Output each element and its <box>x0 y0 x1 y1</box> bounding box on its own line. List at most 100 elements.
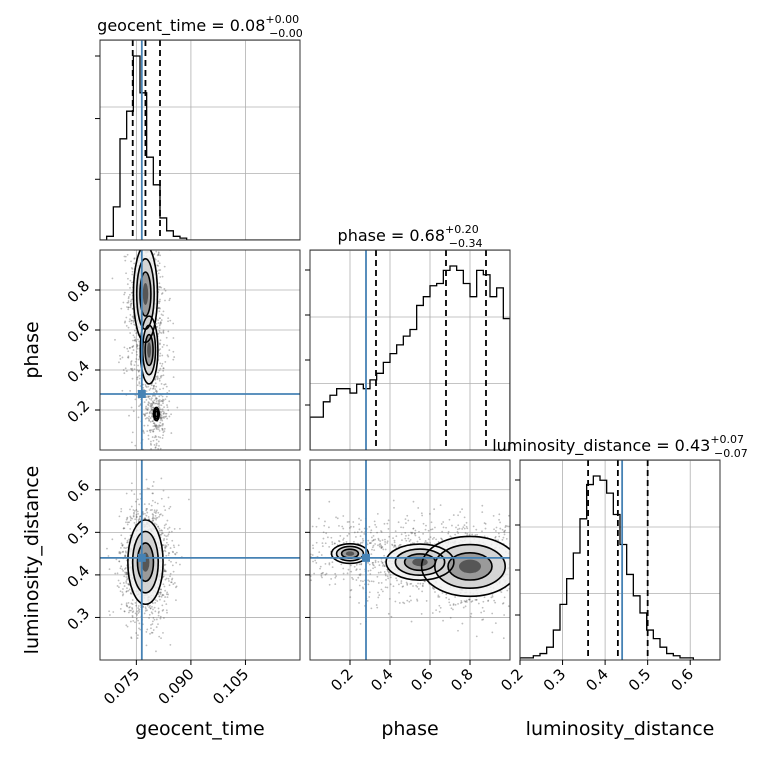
scatter-point <box>135 332 138 335</box>
scatter-point <box>358 563 361 566</box>
scatter-point <box>321 542 324 545</box>
scatter-point <box>129 515 132 518</box>
scatter-point <box>517 553 519 555</box>
x-tick-label: 0.6 <box>407 665 437 695</box>
scatter-point <box>403 602 406 605</box>
scatter-point <box>165 535 168 538</box>
scatter-point <box>503 614 506 616</box>
scatter-point <box>121 544 124 547</box>
scatter-point <box>149 405 152 408</box>
scatter-point <box>133 262 136 265</box>
scatter-point <box>152 422 155 425</box>
scatter-point <box>159 593 162 595</box>
scatter-point <box>126 539 129 542</box>
scatter-point <box>487 599 490 602</box>
scatter-point <box>384 541 387 543</box>
scatter-point <box>118 361 120 364</box>
scatter-point <box>138 381 141 384</box>
scatter-point <box>367 539 370 542</box>
scatter-point <box>147 385 150 388</box>
scatter-point <box>160 293 163 295</box>
scatter-point <box>157 403 160 406</box>
scatter-point <box>325 532 328 535</box>
scatter-point <box>154 378 157 381</box>
scatter-point <box>129 287 131 289</box>
scatter-point <box>493 599 496 602</box>
scatter-point <box>416 540 419 543</box>
scatter-point <box>449 616 452 619</box>
scatter-point <box>153 399 156 402</box>
scatter-point <box>414 534 417 537</box>
scatter-point <box>360 530 363 533</box>
scatter-point <box>384 543 387 546</box>
scatter-point <box>468 534 471 536</box>
scatter-point <box>342 515 345 517</box>
scatter-point <box>136 613 138 616</box>
scatter-point <box>148 233 150 235</box>
scatter-point <box>377 539 380 541</box>
scatter-point <box>163 549 166 552</box>
scatter-point <box>153 436 156 439</box>
scatter-point <box>156 221 158 223</box>
scatter-point <box>149 632 151 635</box>
scatter-point <box>352 521 355 523</box>
scatter-point <box>147 396 150 399</box>
scatter-point <box>125 590 128 593</box>
scatter-point <box>400 526 402 529</box>
scatter-point <box>159 408 162 411</box>
scatter-point <box>144 244 146 246</box>
scatter-point <box>386 570 389 573</box>
scatter-point <box>158 302 160 305</box>
scatter-point <box>161 424 164 427</box>
scatter-point <box>376 531 379 534</box>
scatter-point <box>312 547 315 550</box>
scatter-point <box>149 604 151 607</box>
scatter-point <box>149 247 151 249</box>
joint-panel-phase-luminosity_distance <box>310 460 535 660</box>
scatter-point <box>374 538 377 541</box>
scatter-point <box>533 589 535 591</box>
scatter-point <box>161 532 163 534</box>
scatter-point <box>156 216 158 218</box>
scatter-point <box>161 594 164 597</box>
scatter-point <box>458 527 461 530</box>
scatter-point <box>154 425 157 427</box>
scatter-point <box>167 533 170 536</box>
scatter-point <box>125 580 128 583</box>
scatter-point <box>168 299 171 302</box>
scatter-point <box>162 413 165 415</box>
scatter-point <box>169 643 172 646</box>
scatter-point <box>145 386 148 389</box>
scatter-point <box>438 595 441 598</box>
scatter-point <box>152 420 154 423</box>
scatter-point <box>150 407 153 410</box>
scatter-point <box>145 508 148 510</box>
scatter-point <box>146 244 148 246</box>
scatter-point <box>430 521 433 524</box>
scatter-point <box>367 579 370 582</box>
scatter-point <box>146 604 149 607</box>
scatter-point <box>375 526 378 528</box>
scatter-point <box>155 626 158 628</box>
scatter-point <box>374 543 376 545</box>
scatter-point <box>160 399 163 402</box>
scatter-point <box>155 425 158 428</box>
scatter-point <box>162 544 165 547</box>
scatter-point <box>452 604 455 606</box>
scatter-point <box>361 541 364 544</box>
scatter-point <box>506 525 509 528</box>
scatter-point <box>512 532 514 534</box>
scatter-point <box>377 591 379 594</box>
scatter-point <box>121 591 124 593</box>
scatter-point <box>412 585 414 587</box>
y-tick-label: 0.3 <box>64 604 94 634</box>
scatter-point <box>126 605 129 608</box>
scatter-point <box>130 319 133 322</box>
scatter-point <box>134 500 137 503</box>
scatter-point <box>335 575 338 578</box>
scatter-point <box>150 415 153 418</box>
scatter-point <box>454 533 457 536</box>
scatter-point <box>120 510 123 513</box>
scatter-point <box>441 592 444 594</box>
scatter-point <box>438 604 441 607</box>
